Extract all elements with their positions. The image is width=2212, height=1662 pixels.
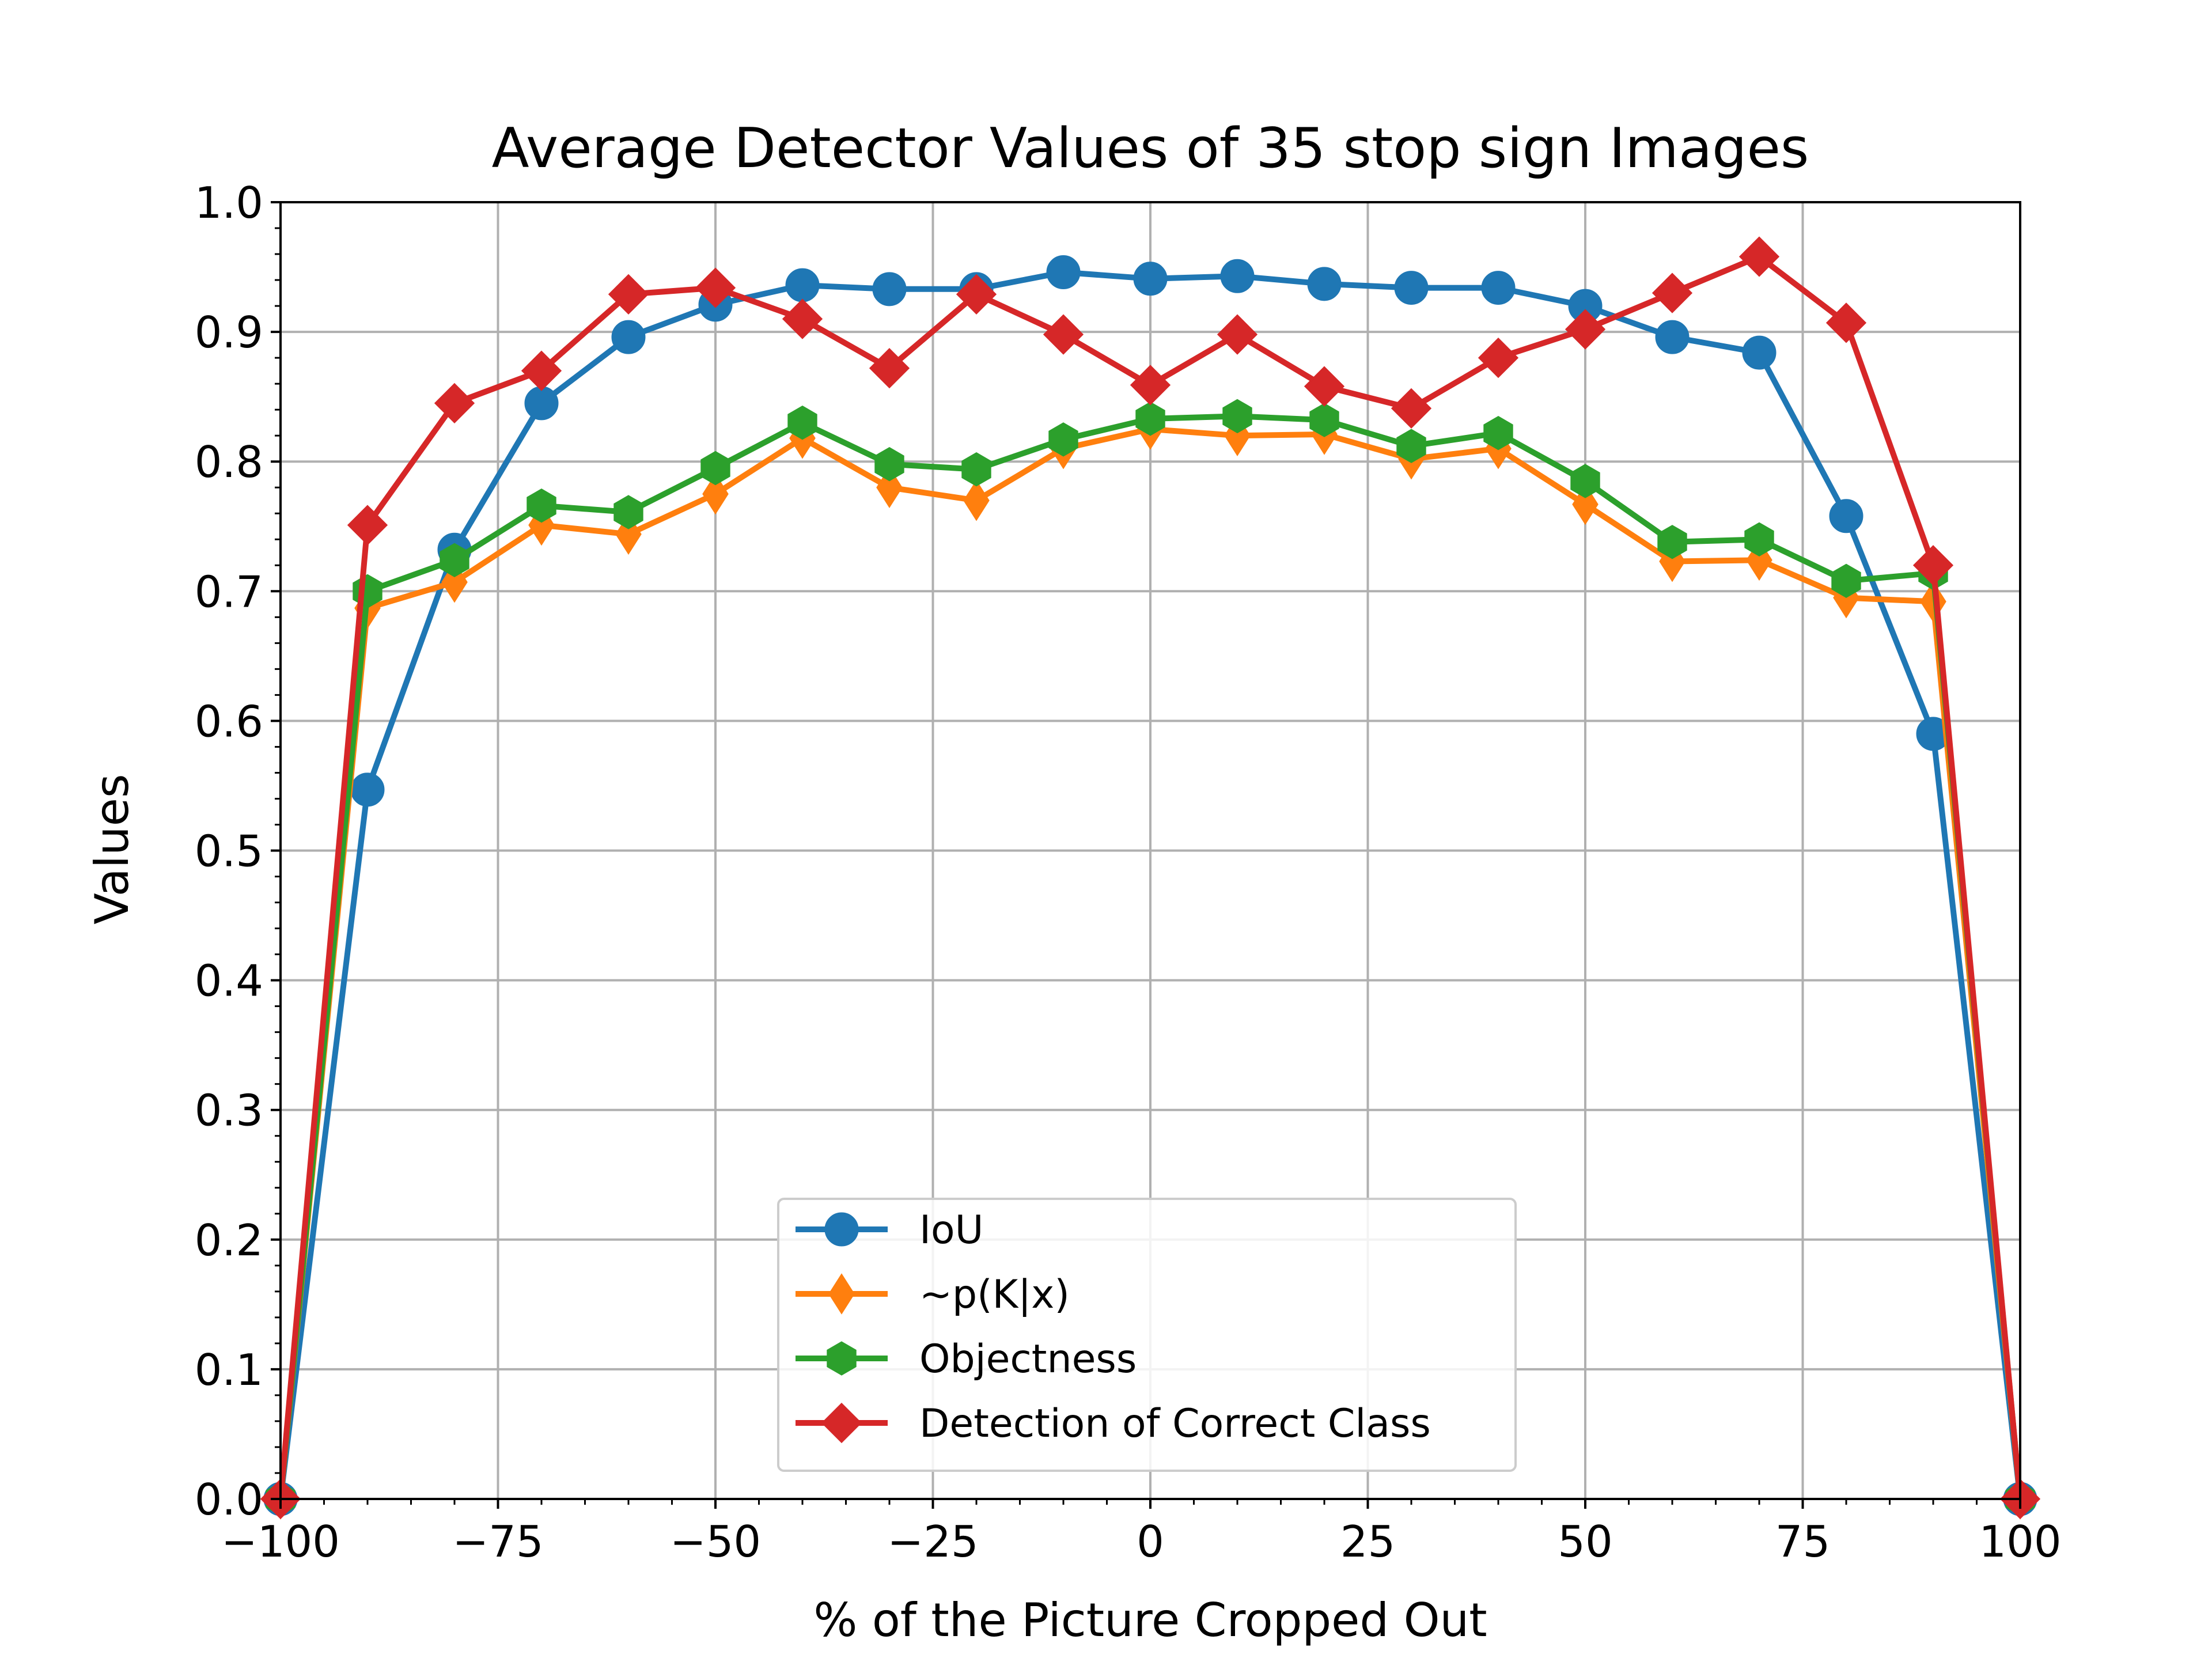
data-point [872, 272, 907, 306]
legend-label: IoU [919, 1207, 983, 1253]
y-tick-label: 0.0 [195, 1474, 263, 1525]
legend-marker [828, 1273, 855, 1315]
y-tick-label: 0.3 [195, 1085, 263, 1136]
x-tick-label: 100 [1979, 1516, 2061, 1567]
data-point [961, 452, 991, 487]
data-point [1135, 402, 1165, 436]
data-point [1655, 320, 1690, 354]
x-tick-label: −50 [670, 1516, 761, 1567]
data-point [1391, 388, 1432, 429]
legend-marker [821, 1402, 862, 1444]
data-point [1130, 365, 1171, 406]
data-point [876, 467, 903, 509]
data-point [1307, 267, 1342, 301]
y-tick-label: 0.1 [195, 1345, 263, 1395]
legend-item: IoU [796, 1207, 983, 1253]
data-point [1043, 314, 1084, 355]
data-point [1831, 563, 1861, 599]
legend-item: ~p(K|x) [796, 1272, 1070, 1318]
data-point [1220, 259, 1255, 293]
data-point [963, 479, 990, 521]
series-3 [260, 236, 2041, 1520]
y-tick-label: 0.4 [195, 956, 263, 1006]
x-tick-label: −100 [221, 1516, 340, 1567]
data-point [782, 298, 823, 339]
data-point [1657, 525, 1687, 559]
data-point [1912, 545, 1954, 586]
data-point [527, 488, 556, 523]
data-point [440, 543, 469, 578]
legend: IoU ~p(K|x) Objectness Detection of Correct… [777, 1198, 1517, 1472]
y-tick-label: 1.0 [195, 177, 263, 228]
data-point [1304, 366, 1345, 407]
x-tick-label: 75 [1775, 1516, 1830, 1567]
data-point [1742, 335, 1777, 370]
data-point [1829, 499, 1863, 533]
x-axis-label: % of the Picture Cropped Out [813, 1593, 1487, 1647]
data-point [1478, 337, 1519, 378]
legend-item: Objectness [796, 1337, 1137, 1382]
legend-item: Detection of Correct Class [796, 1401, 1431, 1447]
data-point [1222, 399, 1252, 434]
y-tick-label: 0.7 [195, 566, 263, 617]
legend-label: ~p(K|x) [919, 1272, 1070, 1318]
data-point [695, 267, 736, 308]
data-point [1481, 271, 1516, 305]
x-tick-label: 0 [1137, 1516, 1164, 1567]
data-point [1046, 255, 1081, 290]
data-point [347, 505, 388, 546]
data-point [787, 405, 817, 440]
data-point [1825, 302, 1867, 343]
data-point [611, 320, 646, 354]
data-point [1570, 464, 1600, 498]
data-point [874, 446, 904, 482]
legend-marker [824, 1212, 859, 1247]
y-tick-label: 0.9 [195, 307, 263, 358]
x-tick-label: 25 [1340, 1516, 1395, 1567]
x-tick-label: 50 [1558, 1516, 1612, 1567]
data-point [1217, 314, 1258, 355]
data-point [350, 773, 385, 807]
data-point [1738, 236, 1780, 277]
data-point [702, 473, 729, 515]
y-tick-label: 0.2 [195, 1215, 263, 1266]
legend-box [777, 1198, 1517, 1472]
y-tick-label: 0.8 [195, 437, 263, 487]
x-tick-label: −75 [452, 1516, 543, 1567]
x-tick-label: −25 [887, 1516, 978, 1567]
data-point [956, 274, 997, 315]
data-point [1396, 429, 1426, 463]
data-point [1572, 483, 1599, 525]
data-point [1133, 262, 1168, 296]
data-point [1483, 415, 1513, 450]
legend-label: Detection of Correct Class [919, 1401, 1431, 1447]
legend-marker [827, 1341, 857, 1376]
data-point [524, 386, 559, 421]
data-point [613, 495, 643, 529]
data-point [1744, 522, 1774, 557]
chart-title: Average Detector Values of 35 stop sign … [492, 117, 1809, 180]
data-point [1309, 403, 1339, 437]
y-tick-label: 0.6 [195, 696, 263, 747]
data-point [1394, 271, 1429, 305]
data-point [869, 348, 910, 389]
data-point [1048, 422, 1078, 457]
data-point [434, 383, 475, 424]
y-tick-label: 0.5 [195, 826, 263, 877]
data-point [785, 268, 820, 302]
legend-label: Objectness [919, 1337, 1137, 1382]
data-point [1565, 309, 1606, 350]
data-point [608, 274, 649, 315]
y-axis-label: Values [85, 774, 139, 924]
data-point [1652, 272, 1693, 313]
data-point [700, 450, 730, 486]
data-point [521, 350, 562, 391]
